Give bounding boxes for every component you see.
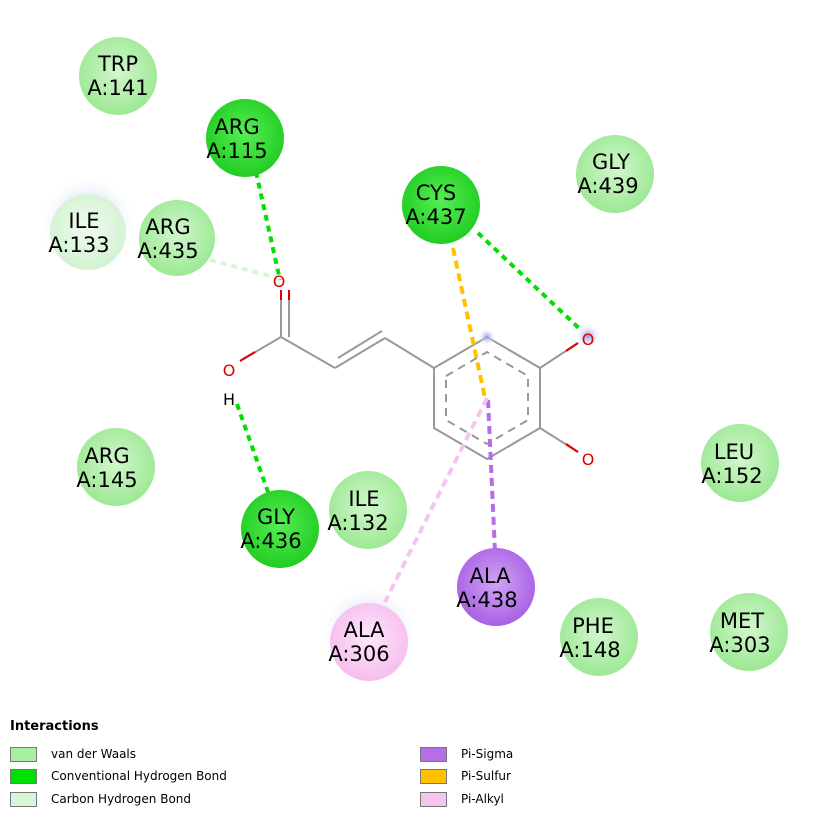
residue-id: A:439 (577, 174, 638, 198)
residue-gly-439: GLY A:439 (576, 135, 654, 213)
legend-label: Carbon Hydrogen Bond (51, 792, 192, 806)
ligand (239, 290, 579, 461)
residue-circle (576, 135, 654, 213)
interaction-lines (209, 171, 584, 603)
bond-red-left (239, 351, 256, 362)
atom-labels: O O H O O (223, 272, 595, 469)
atom-o-left: O (223, 361, 236, 380)
residue-arg-145: ARG A:145 (76, 428, 155, 506)
residue-id: A:437 (405, 205, 466, 229)
bond-cbeta-ring (384, 337, 435, 369)
legend-swatch (10, 769, 37, 784)
residue-circle (560, 598, 638, 676)
residue-circle (79, 37, 157, 115)
residue-id: A:436 (240, 529, 301, 553)
residue-name: ALA (470, 564, 512, 588)
residue-circle (330, 603, 408, 681)
residue-name: ILE (348, 487, 379, 511)
pi-sulfur-cys437 (451, 247, 487, 399)
legend-title: Interactions (10, 719, 99, 734)
residue-id: A:132 (327, 511, 388, 535)
blue-glow-ring-top (478, 328, 496, 346)
residue-name: GLY (592, 150, 630, 174)
residue-id: A:148 (559, 638, 620, 662)
residue-circle (457, 548, 535, 626)
residue-name: ILE (68, 209, 99, 233)
residue-ala-438: ALA A:438 (456, 548, 535, 626)
residue-name: CYS (416, 181, 456, 205)
legend-swatch (420, 769, 447, 784)
legend-swatch (10, 792, 37, 807)
residue-cys-437: CYS A:437 (402, 166, 480, 244)
residue-id: A:141 (87, 76, 148, 100)
residue-ile-132: ILE A:132 (327, 471, 407, 549)
residue-leu-152: LEU A:152 (701, 424, 779, 502)
bond-calpha-cbeta-2 (337, 330, 383, 359)
residue-name: ALA (344, 618, 386, 642)
residue-circle (77, 428, 155, 506)
bond-c-calpha (280, 336, 336, 369)
residue-arg-115: ARG A:115 (206, 99, 284, 177)
chbond-arg435 (209, 258, 271, 278)
aromatic-circle (445, 350, 529, 446)
residue-ile-133: ILE A:133 (48, 194, 126, 270)
residue-circle (710, 593, 788, 671)
residue-met-303: MET A:303 (709, 593, 788, 671)
residue-name: LEU (714, 440, 754, 464)
residue-circle (50, 194, 126, 270)
residue-name: ARG (145, 215, 190, 239)
hbond-gly436 (235, 403, 270, 493)
ligand-red-bonds (239, 290, 579, 453)
residue-trp-141: TRP A:141 (79, 37, 157, 115)
residue-circle (206, 99, 284, 177)
residue-ala-306: ALA A:306 (328, 603, 408, 681)
residue-id: A:435 (137, 239, 198, 263)
blue-glow-o-right (575, 323, 601, 349)
residue-name: TRP (97, 52, 138, 76)
residue-id: A:303 (709, 633, 770, 657)
hbond-arg115 (254, 171, 282, 281)
legend-swatch (420, 792, 447, 807)
residue-gly-436: GLY A:436 (240, 490, 319, 568)
residue-id: A:115 (206, 139, 267, 163)
atom-o-right-top: O (582, 330, 595, 349)
residue-circle (402, 166, 480, 244)
residue-id: A:145 (76, 468, 137, 492)
residue-arg-435: ARG A:435 (137, 200, 215, 276)
legend-label: van der Waals (51, 747, 137, 761)
residue-phe-148: PHE A:148 (559, 598, 638, 676)
pi-sigma-ala438 (486, 399, 497, 553)
legend-label: Pi-Sigma (461, 747, 514, 761)
legend: Interactions van der Waals Conventional … (10, 719, 830, 819)
bond-calpha-cbeta (334, 337, 386, 369)
residue-circle (241, 490, 319, 568)
bond-red-right-bottom (565, 443, 579, 453)
atom-o-right-bottom: O (582, 450, 595, 469)
residue-name: ARG (214, 115, 259, 139)
residue-circle (139, 200, 215, 276)
legend-label: Conventional Hydrogen Bond (51, 769, 227, 783)
hbond-cys437 (476, 231, 584, 333)
legend-label: Pi-Alkyl (461, 792, 504, 806)
residue-circle (329, 471, 407, 549)
residue-name: MET (720, 609, 764, 633)
bond-red-right-top (565, 342, 579, 352)
legend-swatch (420, 747, 447, 762)
atom-h-left: H (223, 390, 235, 409)
residue-name: ARG (84, 444, 129, 468)
residue-name: GLY (257, 505, 295, 529)
atom-o-top: O (273, 272, 286, 291)
legend-swatch (10, 747, 37, 762)
residue-name: PHE (572, 614, 614, 638)
residue-circle (701, 424, 779, 502)
residue-id: A:438 (456, 588, 517, 612)
legend-label: Pi-Sulfur (461, 769, 511, 783)
residue-id: A:152 (701, 464, 762, 488)
residue-id: A:133 (48, 233, 109, 257)
residue-id: A:306 (328, 642, 389, 666)
